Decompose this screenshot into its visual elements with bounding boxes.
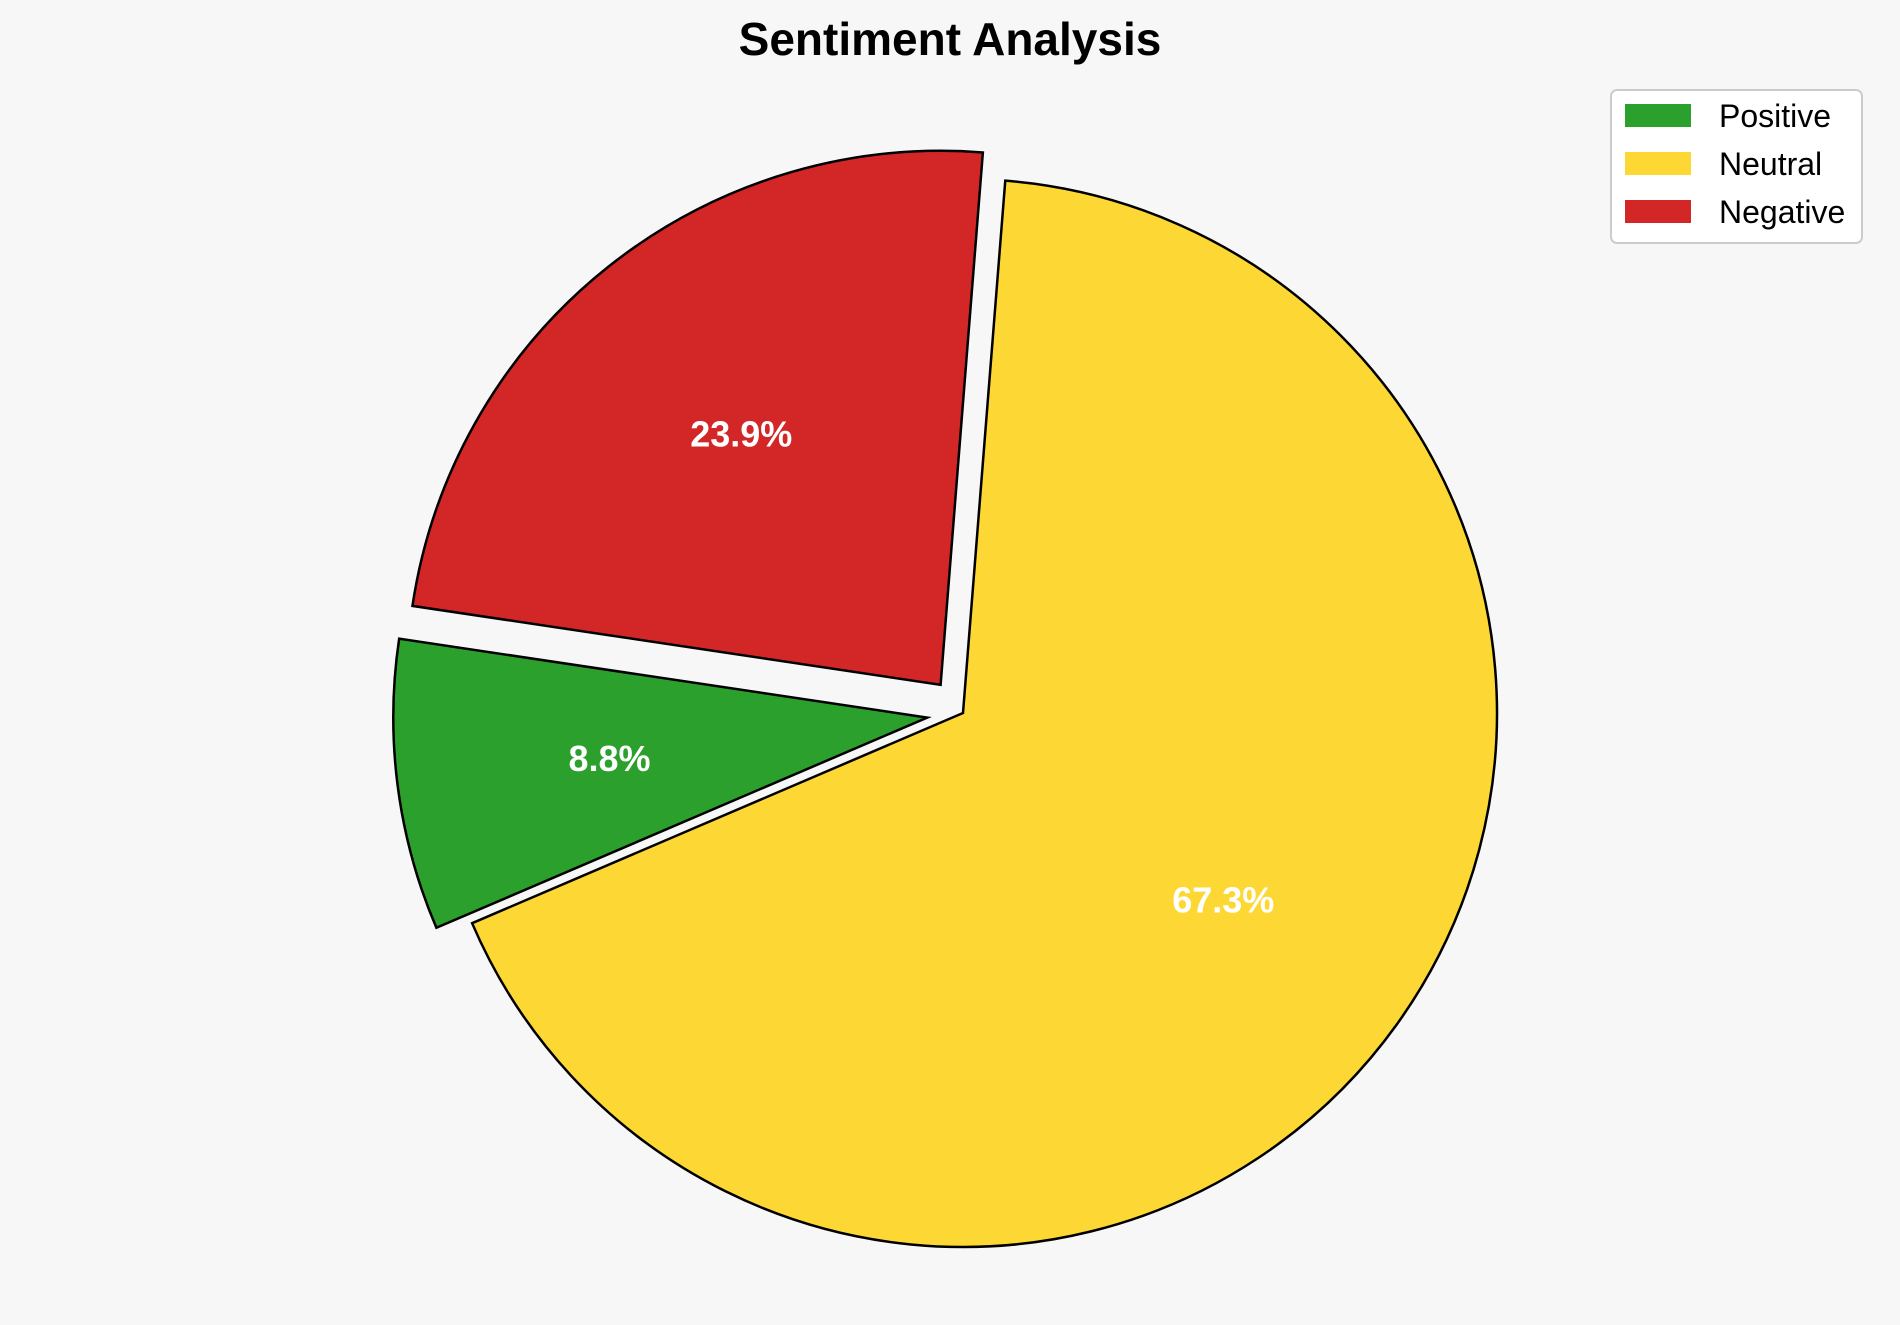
pie-slice-positive [392,637,932,930]
pct-label-neutral: 67.3% [1172,879,1274,920]
legend-swatch-negative [1625,200,1691,223]
pie-slice-neutral [470,179,1499,1249]
legend-swatch-positive [1625,104,1691,127]
legend-label-negative: Negative [1719,194,1845,230]
legend: Positive Neutral Negative [1610,89,1863,244]
pct-label-positive: 8.8% [568,738,650,779]
pie-slices [392,149,1499,1249]
pie-percent-labels: 8.8% 67.3% 23.9% [568,414,1274,921]
chart-title: Sentiment Analysis [739,13,1162,65]
legend-swatch-neutral [1625,152,1691,175]
legend-label-positive: Positive [1719,98,1831,134]
pct-label-negative: 23.9% [690,414,792,455]
legend-label-neutral: Neutral [1719,146,1822,182]
pie-slice-negative [411,149,985,687]
